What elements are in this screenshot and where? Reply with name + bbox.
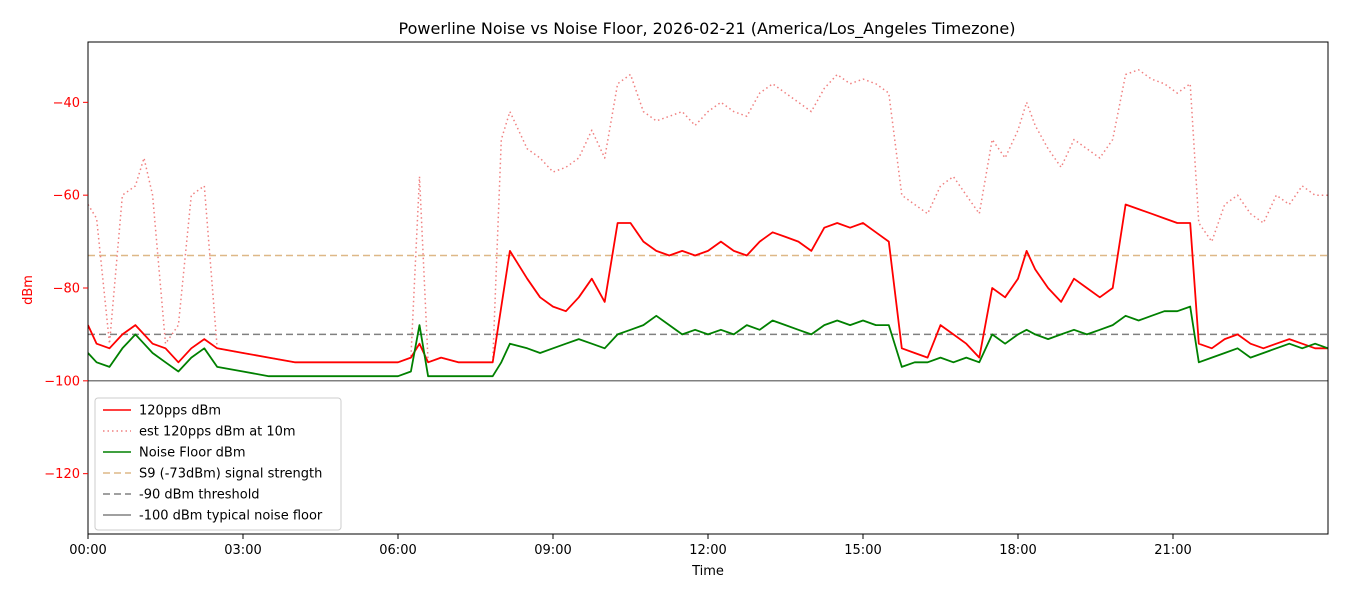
legend: 120pps dBm est 120pps dBm at 10m Noise Flo… [94, 397, 342, 531]
x-tick-label: 00:00 [69, 543, 106, 558]
x-tick-label: 12:00 [689, 543, 726, 558]
legend-box [94, 397, 342, 531]
series-line-3 [88, 305, 1328, 378]
y-axis-label: dBm [21, 275, 36, 305]
series-layer [88, 69, 1328, 382]
y-axis: −40 −60 −80 −100 −120 [44, 96, 88, 482]
series-line-2 [88, 69, 1328, 364]
y-tick-label: −120 [44, 467, 80, 482]
x-tick-label: 06:00 [379, 543, 416, 558]
x-axis-label: Time [691, 564, 724, 579]
legend-label: S9 (-73dBm) signal strength [139, 467, 322, 482]
legend-label: est 120pps dBm at 10m [139, 425, 296, 440]
x-axis: 00:00 03:00 06:00 09:00 12:00 15:00 18:00 21:00 [69, 534, 1192, 558]
legend-label: -100 dBm typical noise floor [139, 509, 323, 524]
y-tick-label: −80 [53, 282, 80, 297]
x-tick-label: 03:00 [224, 543, 261, 558]
x-tick-label: 18:00 [999, 543, 1036, 558]
y-tick-label: −60 [53, 189, 80, 204]
series-line-1 [88, 203, 1328, 364]
legend-label: -90 dBm threshold [139, 488, 260, 503]
legend-label: 120pps dBm [139, 404, 221, 419]
y-tick-label: −100 [44, 374, 80, 389]
x-tick-label: 15:00 [844, 543, 881, 558]
chart-title: Powerline Noise vs Noise Floor, 2026-02-… [399, 19, 1016, 39]
y-tick-label: −40 [53, 96, 80, 111]
legend-label: Noise Floor dBm [139, 446, 246, 461]
x-tick-label: 09:00 [534, 543, 571, 558]
x-tick-label: 21:00 [1154, 543, 1191, 558]
